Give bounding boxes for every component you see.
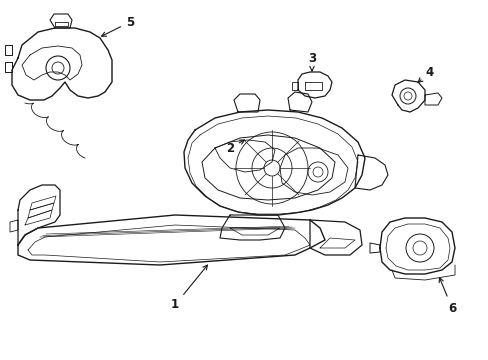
Text: 3: 3 xyxy=(307,51,315,71)
Text: 5: 5 xyxy=(102,15,134,36)
Text: 4: 4 xyxy=(417,66,433,82)
Text: 1: 1 xyxy=(171,265,207,311)
Text: 2: 2 xyxy=(225,140,244,154)
Text: 6: 6 xyxy=(438,278,455,315)
